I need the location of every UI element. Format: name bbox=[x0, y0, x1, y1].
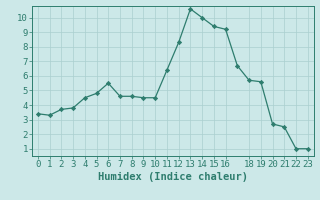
X-axis label: Humidex (Indice chaleur): Humidex (Indice chaleur) bbox=[98, 172, 248, 182]
